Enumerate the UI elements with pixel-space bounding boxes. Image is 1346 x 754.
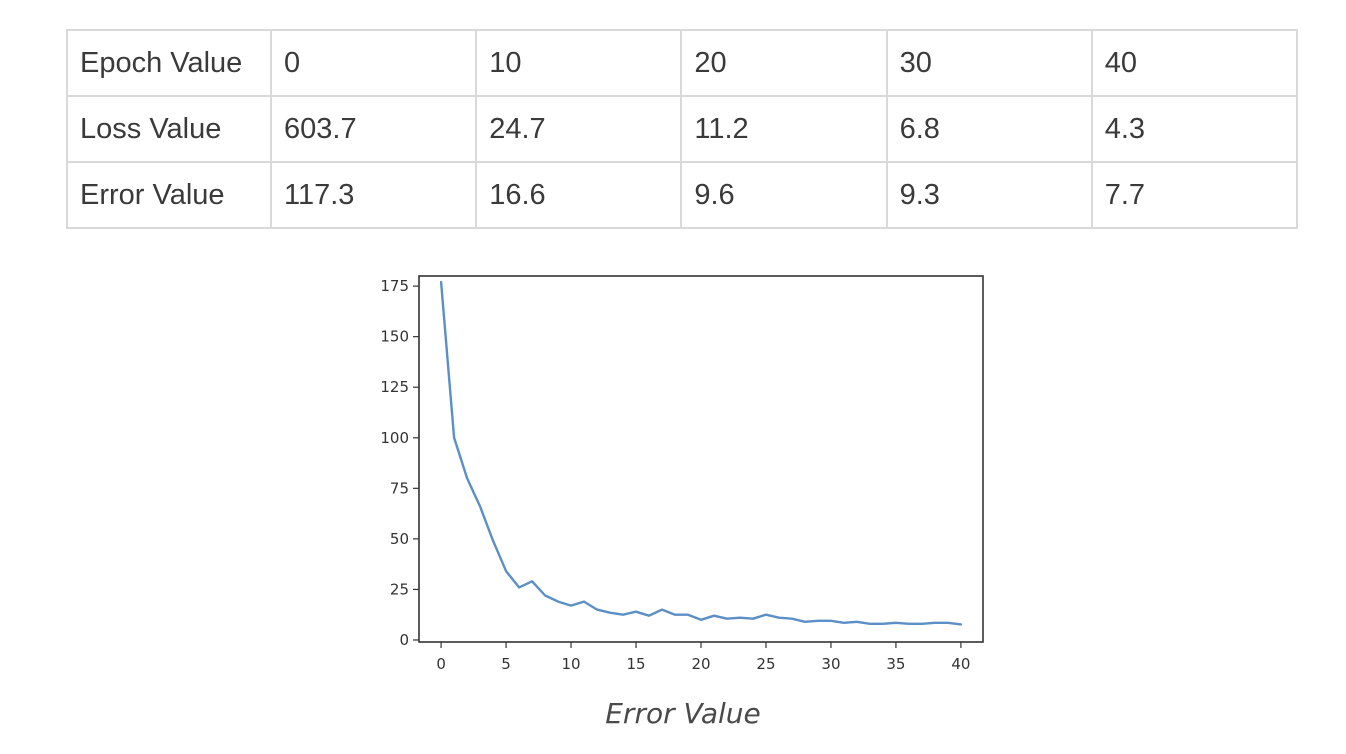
x-tick-label: 35 bbox=[886, 655, 905, 673]
y-tick-label: 0 bbox=[399, 631, 409, 649]
table-cell: 6.8 bbox=[885, 95, 1093, 163]
table-cell: 11.2 bbox=[680, 95, 888, 163]
table-cell: 9.6 bbox=[680, 161, 888, 229]
y-tick-label: 150 bbox=[380, 328, 409, 346]
table-cell: 30 bbox=[885, 29, 1093, 97]
row-label: Epoch Value bbox=[66, 29, 272, 97]
y-tick-label: 100 bbox=[380, 429, 409, 447]
error-chart-svg: 0 5 10 15 20 25 30 35 40 0 25 50 75 100 125 150 175 bbox=[380, 275, 984, 673]
y-tick-label: 125 bbox=[380, 378, 409, 396]
table-row: Epoch Value 0 10 20 30 40 bbox=[66, 29, 1299, 97]
plot-frame bbox=[418, 275, 984, 643]
table-cell: 603.7 bbox=[269, 95, 478, 163]
x-tick-label: 20 bbox=[691, 655, 710, 673]
table-cell: 20 bbox=[680, 29, 888, 97]
table-cell: 16.6 bbox=[475, 161, 683, 229]
table-row: Loss Value 603.7 24.7 11.2 6.8 4.3 bbox=[66, 95, 1299, 163]
table-cell: 40 bbox=[1090, 29, 1299, 97]
y-axis: 0 25 50 75 100 125 150 175 bbox=[380, 277, 419, 649]
table-cell: 117.3 bbox=[269, 161, 478, 229]
y-tick-label: 50 bbox=[390, 530, 409, 548]
y-tick-label: 25 bbox=[390, 580, 409, 598]
table-cell: 9.3 bbox=[885, 161, 1093, 229]
error-series-line bbox=[439, 280, 963, 626]
table-cell: 4.3 bbox=[1090, 95, 1299, 163]
chart-caption: Error Value bbox=[605, 697, 761, 730]
row-label: Loss Value bbox=[66, 95, 272, 163]
y-tick-label: 75 bbox=[390, 479, 409, 497]
x-axis: 0 5 10 15 20 25 30 35 40 bbox=[436, 642, 970, 673]
x-tick-label: 40 bbox=[951, 655, 970, 673]
error-chart: 0 5 10 15 20 25 30 35 40 0 25 50 75 100 125 150 175 bbox=[355, 262, 1005, 682]
metrics-table-body: Epoch Value 0 10 20 30 40 Loss Value 603.7 24.7 1… bbox=[66, 29, 1299, 229]
table-cell: 7.7 bbox=[1090, 161, 1299, 229]
table-row: Error Value 117.3 16.6 9.6 9.3 7.7 bbox=[66, 161, 1299, 229]
row-label: Error Value bbox=[66, 161, 272, 229]
metrics-table: Epoch Value 0 10 20 30 40 Loss Value 603.7 24.7 1… bbox=[66, 29, 1299, 229]
table-cell: 10 bbox=[475, 29, 683, 97]
x-tick-label: 30 bbox=[821, 655, 840, 673]
x-tick-label: 15 bbox=[626, 655, 645, 673]
table-cell: 0 bbox=[269, 29, 478, 97]
x-tick-label: 25 bbox=[756, 655, 775, 673]
x-tick-label: 10 bbox=[561, 655, 580, 673]
x-tick-label: 0 bbox=[436, 655, 446, 673]
table-cell: 24.7 bbox=[475, 95, 683, 163]
y-tick-label: 175 bbox=[380, 277, 409, 295]
x-tick-label: 5 bbox=[501, 655, 511, 673]
